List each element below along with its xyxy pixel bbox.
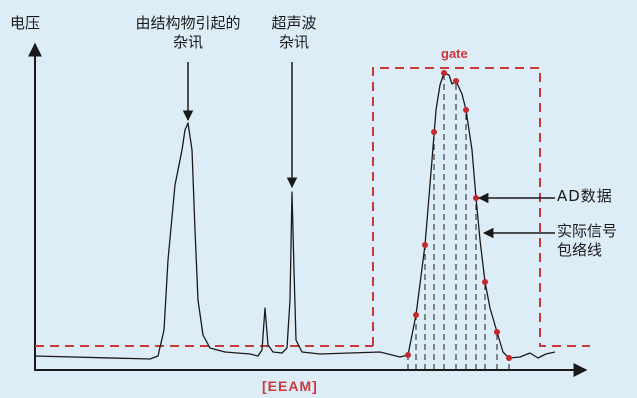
structural-noise-line-1: 由结构物引起的: [135, 14, 241, 32]
sample-points: [405, 70, 512, 361]
envelope-label: 实际信号 包络线: [557, 222, 617, 260]
gate-label: gate: [441, 46, 468, 61]
envelope-line-1: 实际信号: [557, 222, 618, 240]
x-axis-label: [EEAM]: [262, 378, 318, 394]
ultrasonic-noise-label: 超声波 杂讯: [256, 14, 332, 52]
structural-noise-line-2: 杂讯: [172, 33, 203, 51]
sampling-lines: [407, 73, 510, 370]
signal-envelope: [34, 72, 556, 360]
structural-noise-label: 由结构物引起的 杂讯: [118, 14, 258, 52]
ultrasonic-noise-line-2: 杂讯: [278, 33, 309, 51]
y-axis-label: 电压: [10, 14, 41, 32]
ultrasonic-noise-line-1: 超声波: [271, 14, 317, 32]
ad-data-label: AD数据: [557, 187, 613, 205]
gate-box: [372, 67, 590, 347]
envelope-line-2: 包络线: [557, 241, 603, 259]
